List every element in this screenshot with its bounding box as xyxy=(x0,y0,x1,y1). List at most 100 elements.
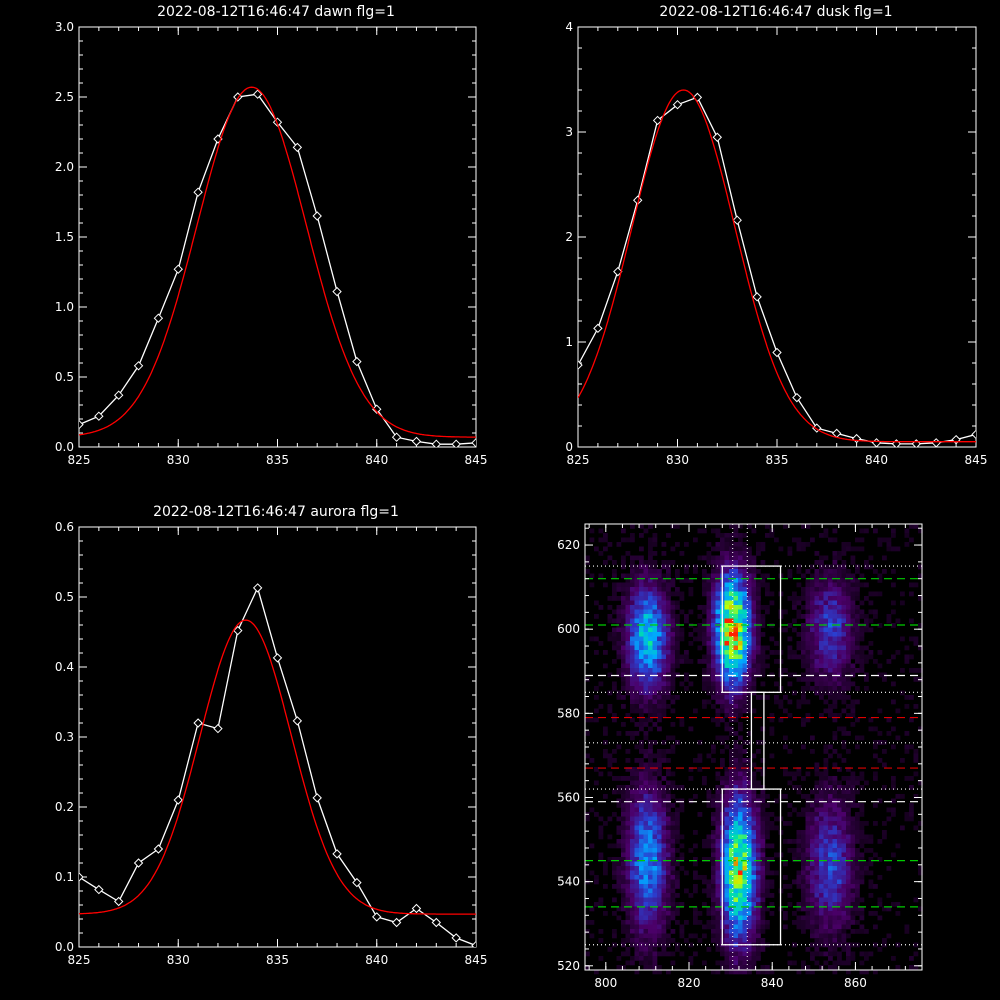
heatmap-cell xyxy=(846,834,851,840)
heatmap-cell xyxy=(846,843,851,849)
heatmap-cell xyxy=(634,600,640,606)
heatmap-cell xyxy=(855,686,860,691)
heatmap-cell xyxy=(733,717,739,723)
heatmap-cell xyxy=(747,686,752,691)
heatmap-cell xyxy=(688,767,694,772)
heatmap-cell xyxy=(823,749,829,754)
heatmap-cell xyxy=(810,969,815,975)
heatmap-cell xyxy=(634,578,640,583)
heatmap-cell xyxy=(652,825,658,831)
heatmap-cell xyxy=(652,690,658,696)
heatmap-cell xyxy=(873,969,878,975)
heatmap-cell xyxy=(769,969,775,975)
heatmap-cell xyxy=(837,686,842,691)
heatmap-cell xyxy=(657,690,662,696)
heatmap-cell xyxy=(625,785,631,790)
heatmap-cell xyxy=(657,884,662,889)
heatmap-cell xyxy=(801,542,806,547)
heatmap-cell xyxy=(841,893,847,898)
heatmap-cell xyxy=(832,704,838,709)
heatmap-cell xyxy=(877,542,883,547)
heatmap-cell xyxy=(828,618,833,624)
heatmap-cell xyxy=(828,911,833,916)
heatmap-cell xyxy=(625,857,631,862)
heatmap-cell xyxy=(634,731,640,736)
heatmap-cell xyxy=(855,929,860,934)
heatmap-cell xyxy=(810,956,815,961)
heatmap-cell xyxy=(841,803,847,808)
heatmap-cell xyxy=(648,699,653,705)
heatmap-cell xyxy=(913,677,919,682)
heatmap-cell xyxy=(828,672,833,678)
heatmap-cell xyxy=(621,645,626,651)
heatmap-cell xyxy=(814,816,820,822)
heatmap-cell xyxy=(657,582,662,588)
heatmap-cell xyxy=(810,857,815,862)
heatmap-cell xyxy=(859,852,865,858)
heatmap-cell xyxy=(742,951,748,957)
heatmap-cell xyxy=(661,893,667,898)
heatmap-cell xyxy=(792,920,797,925)
heatmap-cell xyxy=(652,866,658,871)
heatmap-cell xyxy=(855,609,860,615)
heatmap-cell xyxy=(679,551,685,556)
panel-aurora: 2022-08-12T16:46:47 aurora flg=1 825 830 8… xyxy=(55,504,488,967)
heatmap-cell xyxy=(652,699,658,705)
heatmap-cell xyxy=(832,762,838,768)
heatmap-cell xyxy=(765,857,770,862)
heatmap-cell xyxy=(643,879,649,885)
heatmap-cell xyxy=(742,758,748,763)
heatmap-cell xyxy=(904,542,910,547)
heatmap-cell xyxy=(846,861,851,867)
heatmap-cell xyxy=(634,857,640,862)
heatmap-cell xyxy=(625,906,631,912)
heatmap-cell xyxy=(648,749,653,754)
heatmap-cell xyxy=(855,816,860,822)
heatmap-cell xyxy=(742,582,748,588)
heatmap-cell xyxy=(643,587,649,592)
heatmap-cell xyxy=(841,731,847,736)
heatmap-cell xyxy=(711,605,716,610)
heatmap-cell xyxy=(715,924,721,930)
heatmap-cell xyxy=(666,893,671,898)
heatmap-cell xyxy=(837,825,842,831)
heatmap-cell xyxy=(625,776,631,781)
heatmap-cell xyxy=(639,929,644,934)
heatmap-cell xyxy=(711,758,716,763)
heatmap-cell xyxy=(715,785,721,790)
heatmap-cell xyxy=(630,623,635,628)
heatmap-cell xyxy=(612,789,617,795)
heatmap-cell xyxy=(765,969,770,975)
heatmap-cell xyxy=(751,947,757,952)
heatmap-cell xyxy=(738,920,743,925)
heatmap-cell xyxy=(675,587,680,592)
heatmap-cell xyxy=(639,524,644,529)
heatmap-cell xyxy=(661,632,667,637)
heatmap-cell xyxy=(765,906,770,912)
heatmap-cell xyxy=(828,708,833,714)
heatmap-cell xyxy=(859,654,865,660)
heatmap-cell xyxy=(733,618,739,624)
heatmap-cell xyxy=(760,920,766,925)
heatmap-cell xyxy=(810,587,815,592)
heatmap-cell xyxy=(855,605,860,610)
heatmap-cell xyxy=(652,542,658,547)
heatmap-cell xyxy=(733,677,739,682)
heatmap-cell xyxy=(733,528,739,534)
heatmap-cell xyxy=(837,938,842,943)
heatmap-cell xyxy=(643,632,649,637)
heatmap-cell xyxy=(810,654,815,660)
heatmap-cell xyxy=(882,785,887,790)
heatmap-cell xyxy=(643,866,649,871)
heatmap-cell xyxy=(733,789,739,795)
heatmap-cell xyxy=(706,668,712,673)
heatmap-cell xyxy=(733,704,739,709)
heatmap-cell xyxy=(747,704,752,709)
heatmap-cell xyxy=(909,717,914,723)
heatmap-cell xyxy=(616,542,622,547)
heatmap-cell xyxy=(832,600,838,606)
heatmap-cell xyxy=(796,870,802,876)
heatmap-cell xyxy=(810,834,815,840)
heatmap-cell xyxy=(747,785,752,790)
heatmap-cell xyxy=(855,893,860,898)
